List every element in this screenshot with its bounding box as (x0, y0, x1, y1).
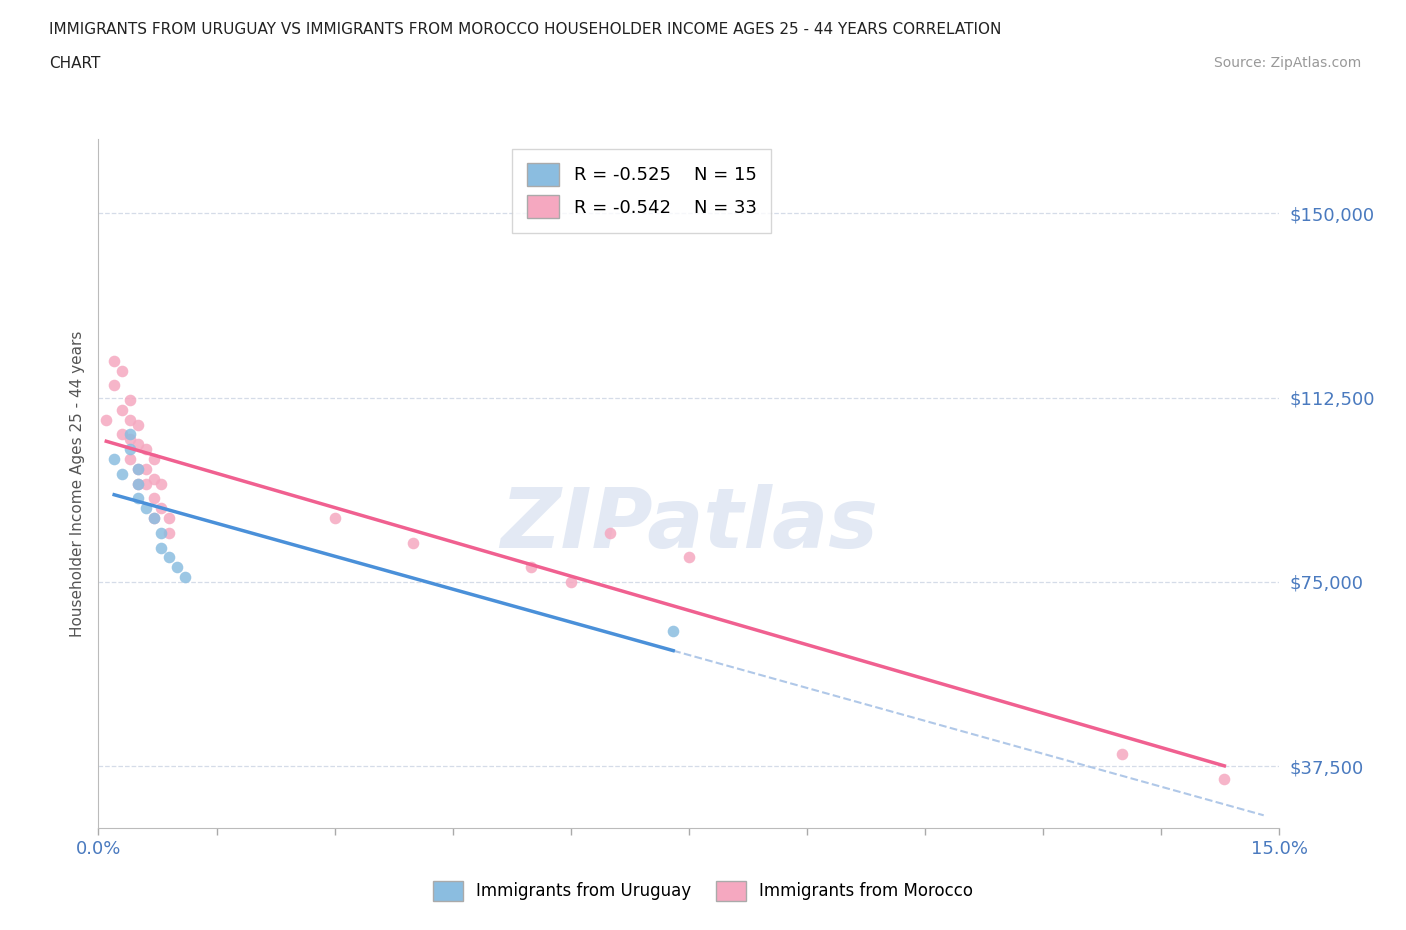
Point (118, 452, 141, 467)
Text: ZIPatlas: ZIPatlas (501, 485, 877, 565)
Point (560, 575, 582, 590)
Point (118, 412, 141, 427)
Legend: R = -0.525    N = 15, R = -0.542    N = 33: R = -0.525 N = 15, R = -0.542 N = 33 (512, 149, 770, 232)
Point (118, 392, 141, 407)
Point (150, 476, 173, 491)
Point (118, 432, 141, 446)
Point (150, 540, 173, 555)
Point (323, 511, 346, 525)
Point (118, 427, 141, 442)
Point (135, 442, 157, 457)
Y-axis label: Householder Income Ages 25 - 44 years: Householder Income Ages 25 - 44 years (69, 330, 84, 637)
Point (1111, 747, 1133, 762)
Point (174, 569, 197, 584)
Point (135, 461, 157, 476)
Point (96, 412, 118, 427)
Point (157, 550, 180, 565)
Point (150, 525, 173, 540)
Point (111, 427, 134, 442)
Point (135, 500, 157, 515)
Point (127, 476, 149, 491)
Point (662, 624, 685, 639)
Point (157, 511, 180, 525)
Text: CHART: CHART (49, 56, 101, 71)
Point (142, 452, 165, 467)
Point (127, 418, 149, 432)
Point (111, 403, 134, 418)
Point (127, 476, 149, 491)
Point (402, 535, 425, 550)
Point (103, 452, 125, 467)
Point (599, 525, 621, 540)
Point (111, 466, 134, 481)
Point (142, 491, 165, 506)
Point (111, 363, 134, 378)
Point (157, 525, 180, 540)
Point (135, 476, 157, 491)
Point (142, 511, 165, 525)
Point (142, 472, 165, 486)
Text: IMMIGRANTS FROM URUGUAY VS IMMIGRANTS FROM MOROCCO HOUSEHOLDER INCOME AGES 25 - : IMMIGRANTS FROM URUGUAY VS IMMIGRANTS FR… (49, 22, 1001, 37)
Point (520, 560, 543, 575)
Point (127, 461, 149, 476)
Point (166, 560, 188, 575)
Point (678, 550, 700, 565)
Point (127, 461, 149, 476)
Point (1213, 771, 1236, 786)
Point (150, 500, 173, 515)
Point (103, 378, 125, 392)
Point (127, 437, 149, 452)
Point (142, 511, 165, 525)
Text: Source: ZipAtlas.com: Source: ZipAtlas.com (1213, 56, 1361, 70)
Legend: Immigrants from Uruguay, Immigrants from Morocco: Immigrants from Uruguay, Immigrants from… (426, 874, 980, 908)
Point (127, 491, 149, 506)
Point (103, 353, 125, 368)
Point (118, 442, 141, 457)
